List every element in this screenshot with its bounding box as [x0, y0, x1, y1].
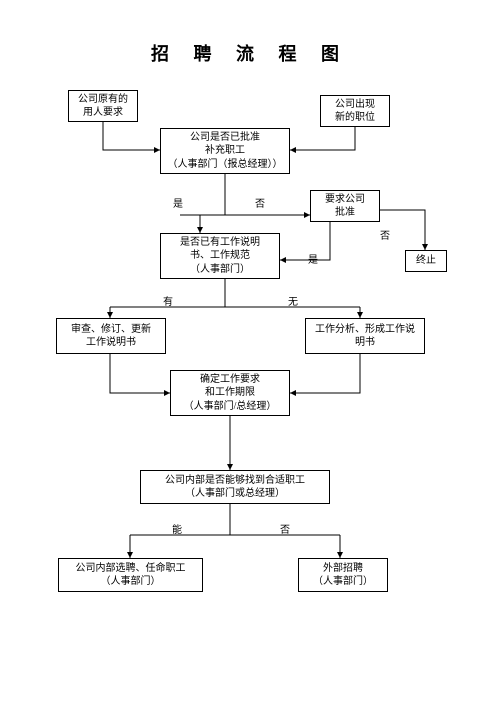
edge-label: 否: [255, 195, 265, 210]
node-text: 新的职位: [335, 111, 375, 125]
page-title: 招 聘 流 程 图: [0, 40, 500, 66]
edge-label: 无: [288, 293, 298, 308]
edge-label: 是: [173, 195, 183, 210]
node-text: 确定工作要求: [200, 373, 260, 387]
flowchart-node: 公司内部选聘、任命职工（人事部门）: [58, 558, 203, 592]
node-text: 用人要求: [83, 106, 123, 120]
flowchart-node: 确定工作要求和工作期限（人事部门/总经理）: [170, 370, 290, 416]
flowchart-node: 是否已有工作说明书、工作规范（人事部门）: [160, 233, 280, 279]
node-text: 审查、修订、更新: [71, 323, 151, 337]
flowchart-node: 外部招聘（人事部门）: [298, 558, 388, 592]
node-text: 公司原有的: [78, 93, 128, 107]
flowchart-node: 公司是否已批准补充职工（人事部门（报总经理））: [160, 128, 290, 174]
node-text: （人事部门或总经理）: [185, 487, 285, 501]
edge-label: 有: [163, 293, 173, 308]
flowchart-node: 公司内部是否能够找到合适职工（人事部门或总经理）: [140, 470, 330, 504]
node-text: 书、工作规范: [190, 249, 250, 263]
node-text: 工作分析、形成工作说: [315, 323, 415, 337]
node-text: 外部招聘: [323, 562, 363, 576]
node-text: 是否已有工作说明: [180, 236, 260, 250]
node-text: 终止: [416, 254, 436, 268]
node-text: 补充职工: [205, 144, 245, 158]
node-text: （人事部门）: [190, 263, 250, 277]
edge-label: 否: [280, 521, 290, 536]
node-text: 批准: [335, 206, 355, 220]
flowchart-node: 要求公司批准: [310, 190, 380, 222]
node-text: 公司出现: [335, 98, 375, 112]
node-text: 和工作期限: [205, 386, 255, 400]
edge-label: 否: [380, 227, 390, 242]
node-text: （人事部门（报总经理））: [168, 158, 283, 172]
node-text: （人事部门/总经理）: [184, 400, 277, 414]
flowchart-node: 公司原有的用人要求: [68, 90, 138, 122]
node-text: 要求公司: [325, 193, 365, 207]
node-text: （人事部门）: [313, 575, 373, 589]
node-text: 公司内部选聘、任命职工: [76, 562, 186, 576]
flowchart-node: 终止: [405, 250, 447, 272]
flowchart-node: 审查、修订、更新工作说明书: [56, 318, 166, 354]
edge-label: 能: [172, 521, 182, 536]
flowchart-node: 公司出现新的职位: [320, 95, 390, 127]
node-text: 公司是否已批准: [190, 131, 260, 145]
node-text: 明书: [355, 336, 375, 350]
flowchart-node: 工作分析、形成工作说明书: [305, 318, 425, 354]
edge-label: 是: [308, 251, 318, 266]
node-text: 公司内部是否能够找到合适职工: [165, 474, 305, 488]
node-text: 工作说明书: [86, 336, 136, 350]
node-text: （人事部门）: [101, 575, 161, 589]
